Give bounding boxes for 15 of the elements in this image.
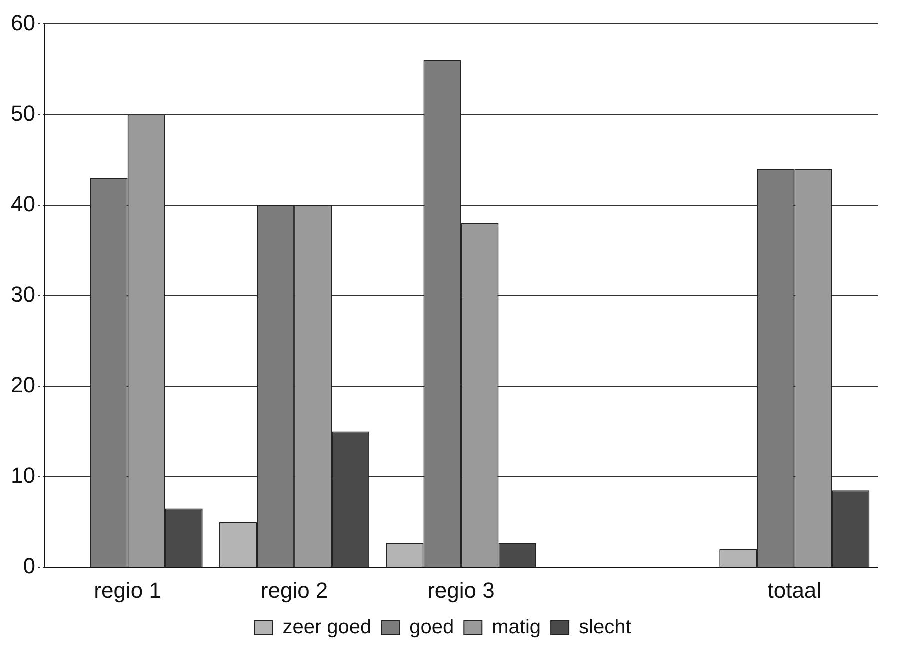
- legend-label: goed: [410, 616, 454, 639]
- legend-label: zeer goed: [282, 616, 372, 639]
- legend-label: matig: [492, 616, 542, 639]
- y-tick-label: 40: [10, 191, 36, 216]
- y-tick-label: 60: [10, 10, 36, 36]
- x-tick-label: regio 1: [94, 578, 162, 603]
- y-tick-label: 50: [10, 100, 36, 126]
- x-tick-label: regio 3: [428, 578, 495, 603]
- y-tick-label: 20: [10, 372, 36, 398]
- y-tick-label: 10: [10, 463, 36, 488]
- y-tick-label: 30: [10, 282, 36, 307]
- legend-label: slecht: [579, 616, 632, 639]
- y-tick-label: 0: [23, 554, 36, 579]
- x-tick-label: regio 2: [260, 578, 328, 603]
- x-tick-label: totaal: [768, 578, 822, 603]
